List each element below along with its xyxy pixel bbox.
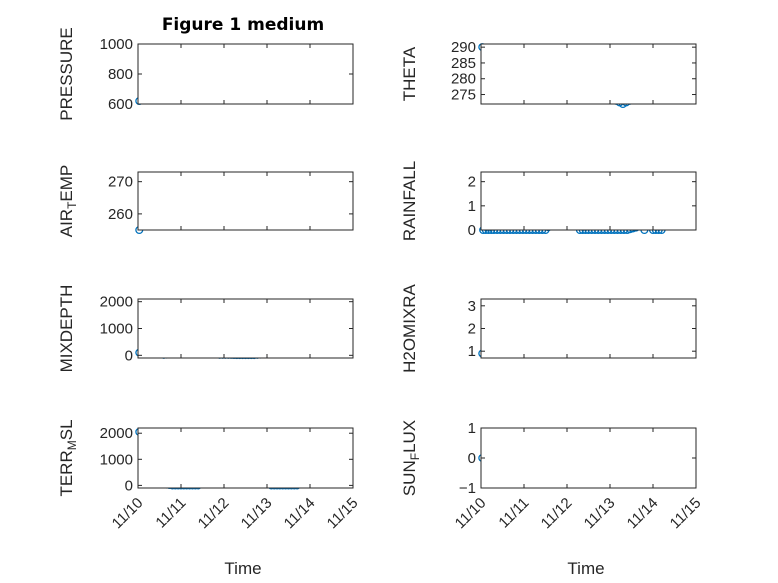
- y-tick-label: −1: [459, 480, 476, 497]
- y-tick-label: 1: [468, 198, 476, 215]
- y-axis-label: TERRMSL: [57, 419, 79, 496]
- axis-box: [480, 43, 697, 105]
- y-tick-label: 1000: [100, 321, 133, 338]
- y-tick-label: 0: [125, 347, 133, 364]
- y-tick-label: 800: [108, 66, 133, 83]
- y-axis-label: MIXDEPTH: [57, 285, 76, 373]
- x-axis-label-right: Time: [567, 559, 604, 578]
- y-tick-label: 600: [108, 96, 133, 113]
- subplot-air_temp: 260 270 AIRTEMP: [57, 165, 354, 238]
- y-tick-label: 1: [468, 420, 476, 437]
- y-tick-label: 0: [468, 450, 476, 467]
- y-tick-label: 2: [468, 321, 476, 338]
- subplot-pressure: 600 800 1000 PRESSURE: [57, 27, 354, 121]
- subplot-h2omixra: 1 2 3 H2OMIXRA: [400, 283, 697, 373]
- axis-box: [480, 171, 697, 231]
- subplot-mixdepth: 0 1000 2000 MIXDEPTH: [57, 285, 354, 373]
- y-tick-label: 1000: [100, 451, 133, 468]
- y-tick-label: 285: [451, 55, 476, 72]
- y-tick-label: 290: [451, 39, 476, 56]
- y-tick-label: 260: [108, 206, 133, 223]
- x-axis-label-left: Time: [224, 559, 261, 578]
- figure-title: Figure 1 medium: [162, 15, 324, 35]
- y-tick-label: 2000: [100, 294, 133, 311]
- y-tick-label: 0: [468, 222, 476, 239]
- y-tick-label: 0: [125, 477, 133, 494]
- y-axis-label: RAINFALL: [400, 161, 419, 241]
- y-axis-label: H2OMIXRA: [400, 283, 419, 372]
- axis-box: [480, 427, 697, 489]
- y-tick-label: 2000: [100, 425, 133, 442]
- subplot-rainfall: 0 1 2 RAINFALL: [400, 161, 697, 241]
- axis-box: [137, 427, 354, 489]
- y-axis-label: PRESSURE: [57, 27, 76, 121]
- axis-box: [480, 298, 697, 359]
- y-axis-label: THETA: [400, 46, 419, 101]
- y-tick-label: 275: [451, 87, 476, 104]
- y-tick-label: 1: [468, 343, 476, 360]
- axis-box: [137, 43, 354, 105]
- y-tick-label: 280: [451, 71, 476, 88]
- y-axis-label: AIRTEMP: [57, 165, 79, 238]
- y-tick-label: 270: [108, 174, 133, 191]
- y-tick-label: 1000: [100, 36, 133, 53]
- axis-box: [137, 171, 354, 231]
- axis-box: [137, 298, 354, 359]
- y-axis-label: SUNFLUX: [400, 420, 422, 496]
- y-tick-label: 3: [468, 298, 476, 315]
- y-tick-label: 2: [468, 174, 476, 191]
